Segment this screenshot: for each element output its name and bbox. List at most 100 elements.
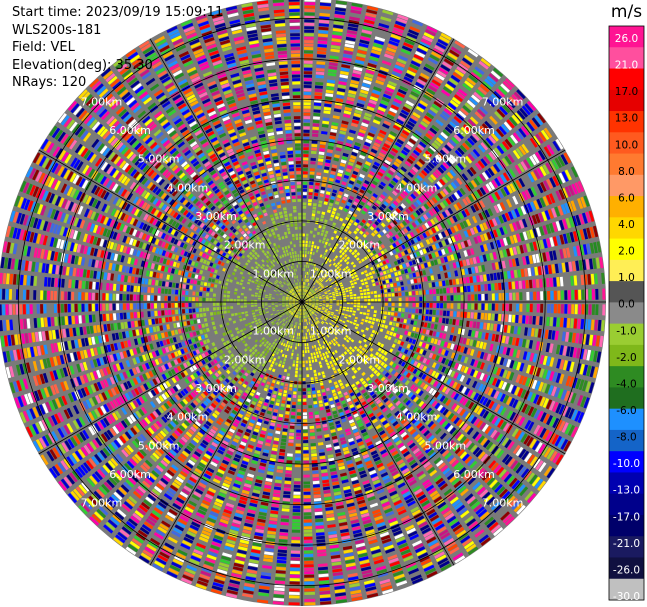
colorbar-swatch <box>609 429 644 452</box>
scan-info: Start time: 2023/09/19 15:09:11 WLS200s-… <box>12 4 223 92</box>
colorbar-tick: 10.0 <box>615 139 638 151</box>
gate-cells <box>2 19 592 592</box>
colorbar-swatch <box>609 217 644 240</box>
colorbar-frame <box>608 25 645 601</box>
ring-label-7: 7.00km <box>81 497 123 510</box>
colorbar-tick: -8.0 <box>616 432 637 444</box>
spoke-300 <box>38 149 303 303</box>
spoke-60 <box>301 149 566 303</box>
ring-label-2: 2.00km <box>339 239 381 252</box>
ring-label-4: 4.00km <box>396 181 438 194</box>
colorbar-swatch <box>609 259 644 282</box>
colorbar-swatch <box>609 557 644 580</box>
ring-label-2: 2.00km <box>224 239 266 252</box>
colorbar-units: m/s <box>611 2 642 22</box>
ring-label-7: 7.00km <box>482 95 524 108</box>
ring-label-4: 4.00km <box>167 411 209 424</box>
colorbar-tick: 2.0 <box>618 246 635 258</box>
colorbar-swatch <box>609 47 644 70</box>
ring-label-2: 2.00km <box>224 353 266 366</box>
spoke-210 <box>149 301 303 566</box>
spoke-330 <box>149 38 303 303</box>
colorbar-tick: -30.0 <box>613 591 640 603</box>
colorbar-swatch <box>609 26 644 48</box>
ring-label-1: 1.00km <box>310 325 352 338</box>
spoke-240 <box>38 301 303 455</box>
ring-label-4: 4.00km <box>167 181 209 194</box>
start-time-label: Start time: 2023/09/19 15:09:11 <box>12 5 224 20</box>
colorbar-swatch <box>609 366 644 389</box>
ring-label-5: 5.00km <box>425 153 467 166</box>
colorbar-tick: 26.0 <box>615 33 638 45</box>
ring-label-3: 3.00km <box>367 382 409 395</box>
colorbar-swatch <box>609 493 644 516</box>
colorbar-swatch <box>609 132 644 155</box>
ring-label-1: 1.00km <box>310 267 352 280</box>
colorbar-tick: -10.0 <box>613 458 640 470</box>
ring-label-7: 7.00km <box>81 95 123 108</box>
colorbar-swatch <box>609 323 644 346</box>
colorbar-swatch <box>609 153 644 176</box>
gate-cells <box>0 14 606 605</box>
ring-label-2: 2.00km <box>339 353 381 366</box>
colorbar-tick: 21.0 <box>615 60 638 72</box>
ring-label-6: 6.00km <box>453 468 495 481</box>
colorbar-swatch <box>609 408 644 431</box>
ring-label-5: 5.00km <box>425 439 467 452</box>
colorbar-tick: -13.0 <box>613 485 640 497</box>
ring-label-1: 1.00km <box>253 267 295 280</box>
colorbar-swatch <box>609 472 644 495</box>
colorbar-tick: -1.0 <box>616 325 637 337</box>
ring-label-5: 5.00km <box>138 439 180 452</box>
colorbar-tick: -21.0 <box>613 538 640 550</box>
colorbar-tick: -26.0 <box>613 564 640 576</box>
ring-label-4: 4.00km <box>396 411 438 424</box>
colorbar-swatch <box>609 68 644 91</box>
colorbar-tick: -6.0 <box>616 405 637 417</box>
gate-cells <box>196 197 408 409</box>
colorbar-swatch <box>609 238 644 261</box>
ring-label-3: 3.00km <box>195 210 237 223</box>
ring-label-3: 3.00km <box>367 210 409 223</box>
gate-cells <box>195 214 302 385</box>
colorbar-swatch <box>609 281 644 303</box>
ring-label-1: 1.00km <box>253 325 295 338</box>
colorbar-swatch <box>609 89 644 112</box>
ring-label-3: 3.00km <box>195 382 237 395</box>
ring-label-6: 6.00km <box>109 124 151 137</box>
colorbar-swatch <box>609 111 644 133</box>
field-label: Field: VEL <box>12 40 75 55</box>
colorbar-swatch <box>609 451 644 474</box>
spoke-120 <box>301 301 566 455</box>
colorbar-swatch <box>609 302 644 325</box>
colorbar-tick: 1.0 <box>618 272 635 284</box>
instrument-label: WLS200s-181 <box>12 22 102 38</box>
colorbar-swatch <box>609 578 644 601</box>
velocity-gates <box>0 0 606 606</box>
colorbar-swatch <box>609 536 644 559</box>
colorbar-tick: 6.0 <box>618 192 635 204</box>
colorbar-tick: -17.0 <box>613 511 640 523</box>
elevation-label: Elevation(deg): 35.30 <box>12 57 153 73</box>
ring-label-6: 6.00km <box>453 124 495 137</box>
colorbar-swatch <box>609 387 644 410</box>
colorbar-swatch <box>609 196 644 218</box>
colorbar-tick: 8.0 <box>618 166 635 178</box>
ring-label-7: 7.00km <box>482 497 524 510</box>
colorbar-swatch <box>609 344 644 367</box>
nrays-label: NRays: 120 <box>12 75 87 90</box>
colorbar-tick: -4.0 <box>616 378 637 390</box>
colorbar-tick: 17.0 <box>615 86 638 98</box>
colorbar-tick: -2.0 <box>616 352 637 364</box>
colorbar-swatch <box>609 514 644 537</box>
ring-label-6: 6.00km <box>109 468 151 481</box>
gate-cells <box>0 0 599 594</box>
colorbar-tick: 0.0 <box>618 299 635 311</box>
colorbar-swatch <box>609 174 644 197</box>
spoke-30 <box>301 38 455 303</box>
colorbar-tick: 4.0 <box>618 219 635 231</box>
colorbar-tick: 13.0 <box>615 113 638 125</box>
spoke-150 <box>301 301 455 566</box>
